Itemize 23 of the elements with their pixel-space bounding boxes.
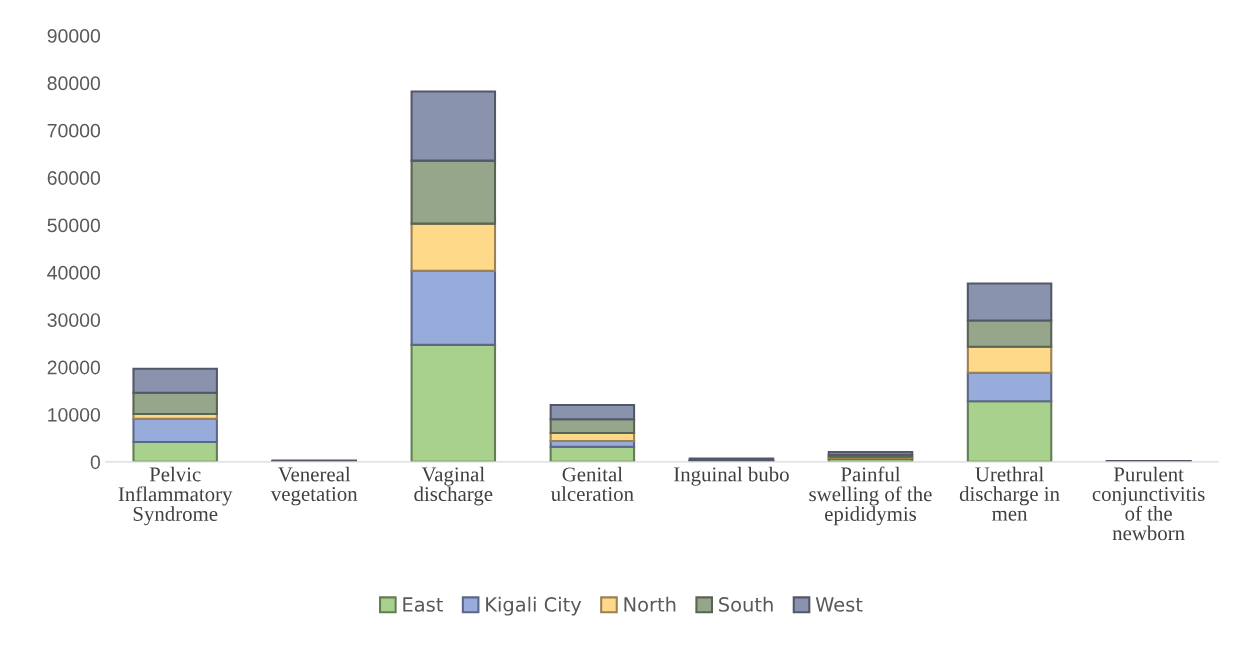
y-tick-label: 30000 <box>47 313 101 328</box>
x-tick-label: Vaginal discharge <box>414 466 493 506</box>
legend-label: Kigali City <box>486 596 582 616</box>
y-tick-label: 80000 <box>47 76 101 91</box>
x-tick-label: Venereal vegetation <box>270 466 358 506</box>
y-tick-label: 10000 <box>48 407 101 422</box>
legend-label: East <box>403 597 443 612</box>
y-tick-label: 60000 <box>47 171 101 185</box>
x-tick-label: Urethral discharge in men <box>959 466 1060 521</box>
x-tick-label: Inguinal bubo <box>674 466 789 486</box>
x-tick-label: Genital ulceration <box>550 466 634 502</box>
legend-label: South <box>719 596 773 612</box>
y-tick-label: 90000 <box>47 29 101 43</box>
legend-label: West <box>815 597 863 612</box>
x-tick-label: Purulent conjunctivitis of the newborn <box>1092 466 1205 541</box>
y-tick-label: 70000 <box>47 123 101 138</box>
y-tick-label: 20000 <box>47 360 101 375</box>
x-tick-label: Painful swelling of the epididymis <box>809 466 932 526</box>
y-tick-label: 0 <box>90 455 101 470</box>
x-tick-label: Pelvic Inflammatory Syndrome <box>118 466 233 526</box>
legend-label: North <box>624 596 676 612</box>
y-tick-label: 40000 <box>47 265 101 280</box>
y-tick-label: 50000 <box>47 218 101 233</box>
